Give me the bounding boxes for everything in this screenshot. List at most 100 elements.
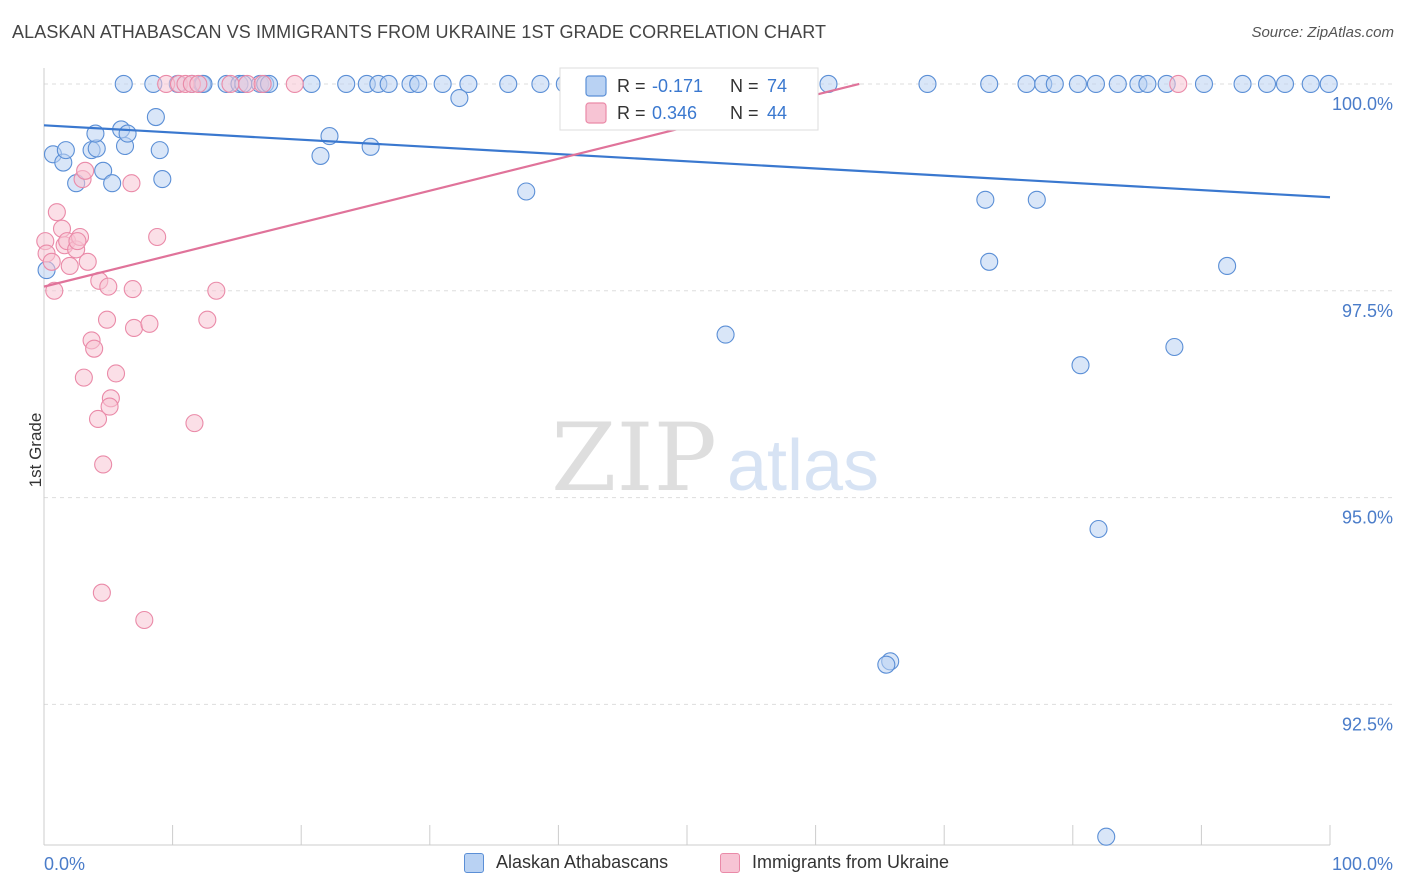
athabascan-point xyxy=(379,74,398,94)
athabascan-point xyxy=(1027,190,1046,209)
athabascan-point xyxy=(433,74,452,94)
ukraine-point xyxy=(124,318,144,338)
legend-n-label-1: N = xyxy=(730,76,764,96)
ukraine-point xyxy=(238,74,257,94)
athabascan-point xyxy=(409,74,428,94)
legend-swatch-blue xyxy=(585,75,607,97)
ukraine-point xyxy=(100,397,119,416)
athabascan-point xyxy=(980,74,999,94)
ukraine-point xyxy=(78,252,97,271)
ukraine-point xyxy=(148,227,167,247)
ukraine-point xyxy=(74,368,93,387)
ukraine-point xyxy=(47,203,66,222)
athabascan-point xyxy=(1194,74,1214,94)
athabascan-point xyxy=(1108,74,1127,94)
athabascan-point xyxy=(1086,74,1105,94)
legend-swatch-athabascans xyxy=(464,852,484,873)
ukraine-point xyxy=(198,310,217,329)
chart-title: ALASKAN ATHABASCAN VS IMMIGRANTS FROM UK… xyxy=(12,22,827,42)
athabascan-point xyxy=(1301,74,1320,94)
y-tick-label: 100.0% xyxy=(1332,94,1393,114)
athabascan-point xyxy=(1233,74,1252,94)
watermark-zip: ZIP xyxy=(551,404,717,513)
legend-r-value-2: 0.346 xyxy=(652,103,697,123)
athabascan-point xyxy=(1257,74,1277,94)
athabascan-point xyxy=(146,107,165,127)
ukraine-point xyxy=(140,314,159,333)
ukraine-point xyxy=(207,281,226,300)
athabascan-point xyxy=(118,124,137,143)
athabascan-point xyxy=(1089,519,1108,539)
athabascan-point xyxy=(450,88,469,108)
athabascan-point xyxy=(877,655,896,674)
ukraine-point xyxy=(106,364,126,383)
gridlines xyxy=(44,83,1395,705)
ukraine-point xyxy=(189,74,208,94)
athabascan-point xyxy=(980,252,999,271)
legend-r-value-1: -0.171 xyxy=(652,76,703,96)
athabascan-point xyxy=(976,190,995,209)
ukraine-point xyxy=(60,256,79,275)
athabascan-point xyxy=(302,74,321,94)
athabascan-point xyxy=(103,174,122,193)
athabascan-point xyxy=(1165,337,1184,357)
athabascan-point xyxy=(150,141,169,160)
source-label: Source: ZipAtlas.com xyxy=(1251,24,1394,41)
ukraine-point xyxy=(88,409,108,429)
legend-label-ukraine: Immigrants from Ukraine xyxy=(752,852,950,872)
ukraine-point xyxy=(97,310,117,329)
athabascan-point xyxy=(94,161,113,180)
legend-item-immigrants-ukraine[interactable]: Immigrants from Ukraine xyxy=(720,852,949,873)
legend-swatch-pink xyxy=(585,102,607,124)
athabascan-point xyxy=(1071,356,1090,375)
legend-n-value-2: 44 xyxy=(767,103,787,123)
data-points xyxy=(36,74,1338,846)
legend-n-label-2: N = xyxy=(730,103,764,123)
athabascan-point xyxy=(459,74,478,94)
y-tick-label: 92.5% xyxy=(1342,714,1393,734)
ukraine-point xyxy=(85,339,104,358)
watermark-atlas: atlas xyxy=(727,426,879,506)
ukraine-point xyxy=(1169,74,1188,94)
axes xyxy=(43,68,1331,846)
y-tick-label: 95.0% xyxy=(1342,508,1393,528)
legend-item-alaskan-athabascans[interactable]: Alaskan Athabascans xyxy=(464,852,668,873)
athabascan-point xyxy=(361,137,380,156)
athabascan-point xyxy=(1319,74,1338,94)
ukraine-point xyxy=(76,161,95,180)
x-tick-label-min: 0.0% xyxy=(44,854,85,874)
ukraine-point xyxy=(45,281,64,300)
athabascan-point xyxy=(716,325,735,344)
x-tick-label-max: 100.0% xyxy=(1332,854,1393,874)
tick-labels: 100.0% 97.5% 95.0% 92.5% 0.0% 100.0% xyxy=(44,94,1393,874)
ukraine-point xyxy=(68,232,87,251)
athabascan-point xyxy=(56,141,75,160)
athabascan-point xyxy=(1218,256,1237,275)
athabascan-point xyxy=(1138,74,1157,94)
ukraine-point xyxy=(122,174,141,193)
y-tick-label: 97.5% xyxy=(1342,301,1393,321)
ukraine-point xyxy=(123,280,142,299)
bottom-legend: Alaskan Athabascans Immigrants from Ukra… xyxy=(0,852,1406,876)
legend-swatch-ukraine xyxy=(720,852,740,873)
legend-r-label-2: R = xyxy=(617,103,651,123)
legend-box: R = -0.171 N = 74 R = 0.346 N = 44 xyxy=(559,67,819,131)
athabascan-point xyxy=(1017,74,1036,94)
athabascan-point xyxy=(531,74,550,94)
athabascan-point xyxy=(311,146,330,165)
legend-n-value-1: 74 xyxy=(767,76,787,96)
athabascan-point xyxy=(1045,74,1064,94)
athabascan-point xyxy=(499,74,518,94)
legend-label-athabascans: Alaskan Athabascans xyxy=(496,852,669,872)
athabascan-point xyxy=(1068,74,1087,94)
athabascan-point xyxy=(337,74,356,94)
athabascan-point xyxy=(114,74,133,94)
ukraine-point xyxy=(135,610,154,630)
ukraine-point xyxy=(285,74,304,94)
athabascan-point xyxy=(1097,827,1116,846)
ukraine-point xyxy=(99,277,118,296)
athabascan-point xyxy=(153,170,172,189)
ukraine-point xyxy=(94,455,113,474)
ukraine-point xyxy=(92,583,111,602)
